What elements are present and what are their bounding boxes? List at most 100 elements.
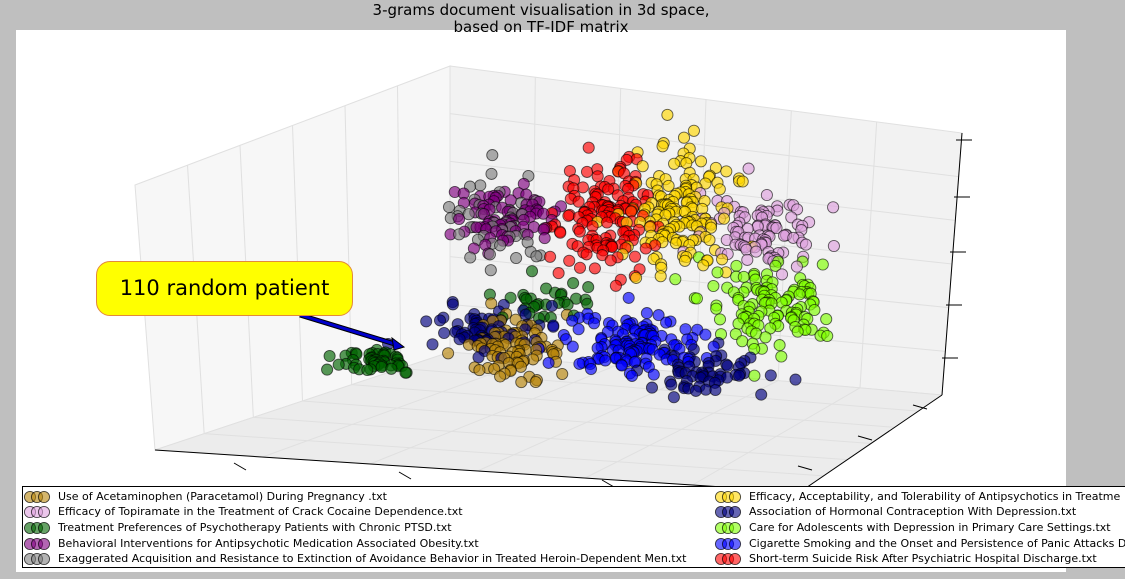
scatter-point: [510, 251, 523, 265]
scatter-point: [694, 155, 708, 168]
y-axis-tick: [857, 435, 873, 441]
scatter-point: [464, 251, 477, 264]
scatter-point: [519, 308, 532, 321]
grid-line: [344, 105, 353, 385]
legend-entry: Exaggerated Acquisition and Resistance t…: [23, 551, 686, 567]
scatter-point: [529, 375, 542, 389]
legend-marker: [37, 490, 51, 503]
scatter-point: [561, 298, 574, 311]
scatter-point: [426, 338, 439, 351]
scatter-point: [677, 131, 691, 144]
scatter-point: [554, 226, 567, 239]
scatter-point: [713, 313, 727, 326]
scatter-point: [713, 183, 726, 196]
scatter-point: [563, 254, 576, 267]
legend-marker: [37, 506, 51, 519]
scatter-point: [559, 333, 573, 346]
legend-column-right: Efficacy, Acceptability, and Tolerabilit…: [714, 489, 1125, 567]
legend-label: Efficacy of Topiramate in the Treatment …: [58, 505, 463, 519]
legend-marker: [728, 506, 742, 519]
scatter-point: [530, 250, 543, 263]
scatter-point: [547, 320, 560, 333]
scatter-point: [639, 242, 652, 255]
scatter-point: [790, 260, 803, 273]
scatter-point: [769, 259, 782, 272]
legend-marker: [37, 537, 51, 550]
axis-lines: [154, 132, 963, 493]
annotation-arrow-shaft-fill: [299, 313, 399, 347]
scatter-point: [474, 179, 487, 192]
legend-swatch: [23, 553, 51, 566]
y-axis-tick: [912, 404, 928, 410]
scatter-point: [582, 141, 595, 154]
z-axis-line: [941, 132, 963, 396]
scatter-point: [793, 288, 806, 301]
legend-label: Behavioral Interventions for Antipsychot…: [58, 536, 479, 550]
scatter-point: [661, 108, 674, 121]
scatter-point: [566, 340, 579, 353]
scatter-point: [750, 245, 763, 258]
scatter-point: [678, 254, 691, 267]
scatter-point: [707, 279, 720, 293]
scatter-point: [645, 381, 659, 394]
scatter-point: [669, 237, 682, 250]
scatter-point: [759, 331, 772, 344]
scatter-point: [556, 367, 569, 381]
legend-marker: [37, 553, 51, 566]
scatter-point: [323, 349, 336, 363]
scatter-point: [665, 378, 678, 391]
legend-entry: Care for Adolescents with Depression in …: [714, 520, 1125, 536]
scatter-point: [472, 351, 485, 364]
scatter-point: [808, 303, 821, 317]
scatter-point: [660, 316, 673, 329]
scatter-point: [552, 267, 565, 280]
scatter-point: [385, 362, 398, 375]
scatter-point: [580, 248, 593, 261]
legend-entry: Treatment Preferences of Psychotherapy P…: [23, 520, 686, 536]
scatter-point: [741, 253, 754, 266]
scatter-point: [699, 328, 712, 341]
chart-title-line-2: based on TF-IDF matrix: [453, 18, 629, 36]
chart-title-line-1: 3-grams document visualisation in 3d spa…: [372, 1, 710, 19]
scatter-point: [647, 368, 660, 381]
legend-swatch: [23, 537, 51, 550]
scatter-point: [820, 313, 833, 326]
legend-label: Care for Adolescents with Depression in …: [749, 520, 1111, 534]
scatter-point: [667, 391, 680, 404]
x-axis-tick: [233, 462, 247, 471]
legend-label: Treatment Preferences of Psychotherapy P…: [58, 520, 452, 534]
scatter-point: [821, 329, 834, 343]
scatter-point: [628, 250, 642, 263]
legend-swatch: [714, 521, 742, 535]
scatter-point: [542, 356, 555, 369]
scatter-point: [600, 216, 614, 229]
scatter-point: [572, 195, 585, 208]
scatter-point: [709, 383, 722, 397]
scatter-point: [442, 347, 455, 360]
scatter-point: [332, 358, 345, 371]
scatter-point: [485, 167, 498, 180]
scatter-point: [580, 165, 594, 178]
scatter-point: [599, 354, 612, 367]
scatter-point: [668, 157, 681, 170]
legend-swatch: [714, 553, 742, 566]
scatter-point: [625, 369, 639, 382]
legend-entry: Association of Hormonal Contraception Wi…: [714, 505, 1125, 521]
scatter-point: [775, 268, 789, 281]
scatter-point: [604, 254, 617, 267]
scatter-point: [483, 248, 496, 261]
scatter-point: [791, 325, 804, 338]
legend-column-left: Use of Acetaminophen (Paracetamol) Durin…: [23, 489, 686, 567]
legend-entry: Short-term Suicide Risk After Psychiatri…: [714, 551, 1125, 567]
scatter-point: [636, 160, 649, 173]
scatter-point: [737, 270, 750, 283]
scatter-point: [654, 270, 667, 283]
scatter-point: [567, 277, 580, 290]
scatter-point: [525, 265, 539, 278]
legend-swatch: [714, 537, 742, 550]
annotation-arrow: [299, 312, 406, 351]
chart-title: 3-grams document visualisation in 3d spa…: [0, 2, 1082, 36]
legend-marker: [728, 521, 742, 535]
legend-swatch: [714, 506, 742, 519]
scatter-point: [736, 175, 749, 188]
